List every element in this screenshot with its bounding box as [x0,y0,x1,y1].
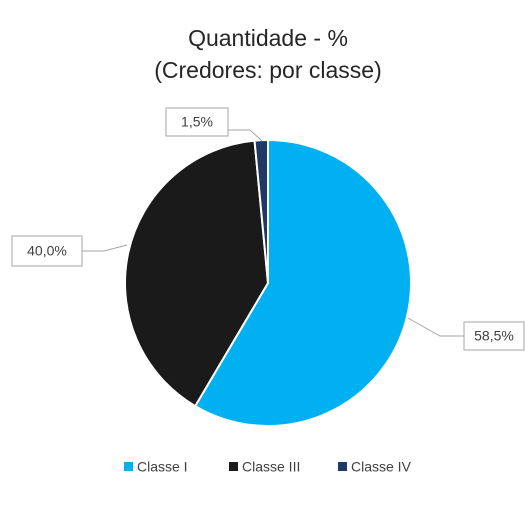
data-label: 58,5% [474,328,514,344]
leader-line [407,317,464,337]
pie-slice [193,138,412,427]
data-label: 40,0% [27,243,67,259]
data-label: 1,5% [181,114,213,130]
legend-label: Classe I [137,459,188,475]
legend-swatch [338,462,347,471]
legend-swatch [124,462,133,471]
legend-label: Classe III [242,459,300,475]
legend-swatch [229,462,238,471]
data-label-box [463,321,525,351]
pie-slice [124,139,270,408]
leader-line [228,129,263,142]
data-label-box [11,235,83,267]
data-label-box [165,107,229,137]
legend-label: Classe IV [351,459,412,475]
chart-title: Quantidade - % [188,25,348,51]
leader-line [82,244,128,252]
chart-subtitle: (Credores: por classe) [154,57,382,83]
